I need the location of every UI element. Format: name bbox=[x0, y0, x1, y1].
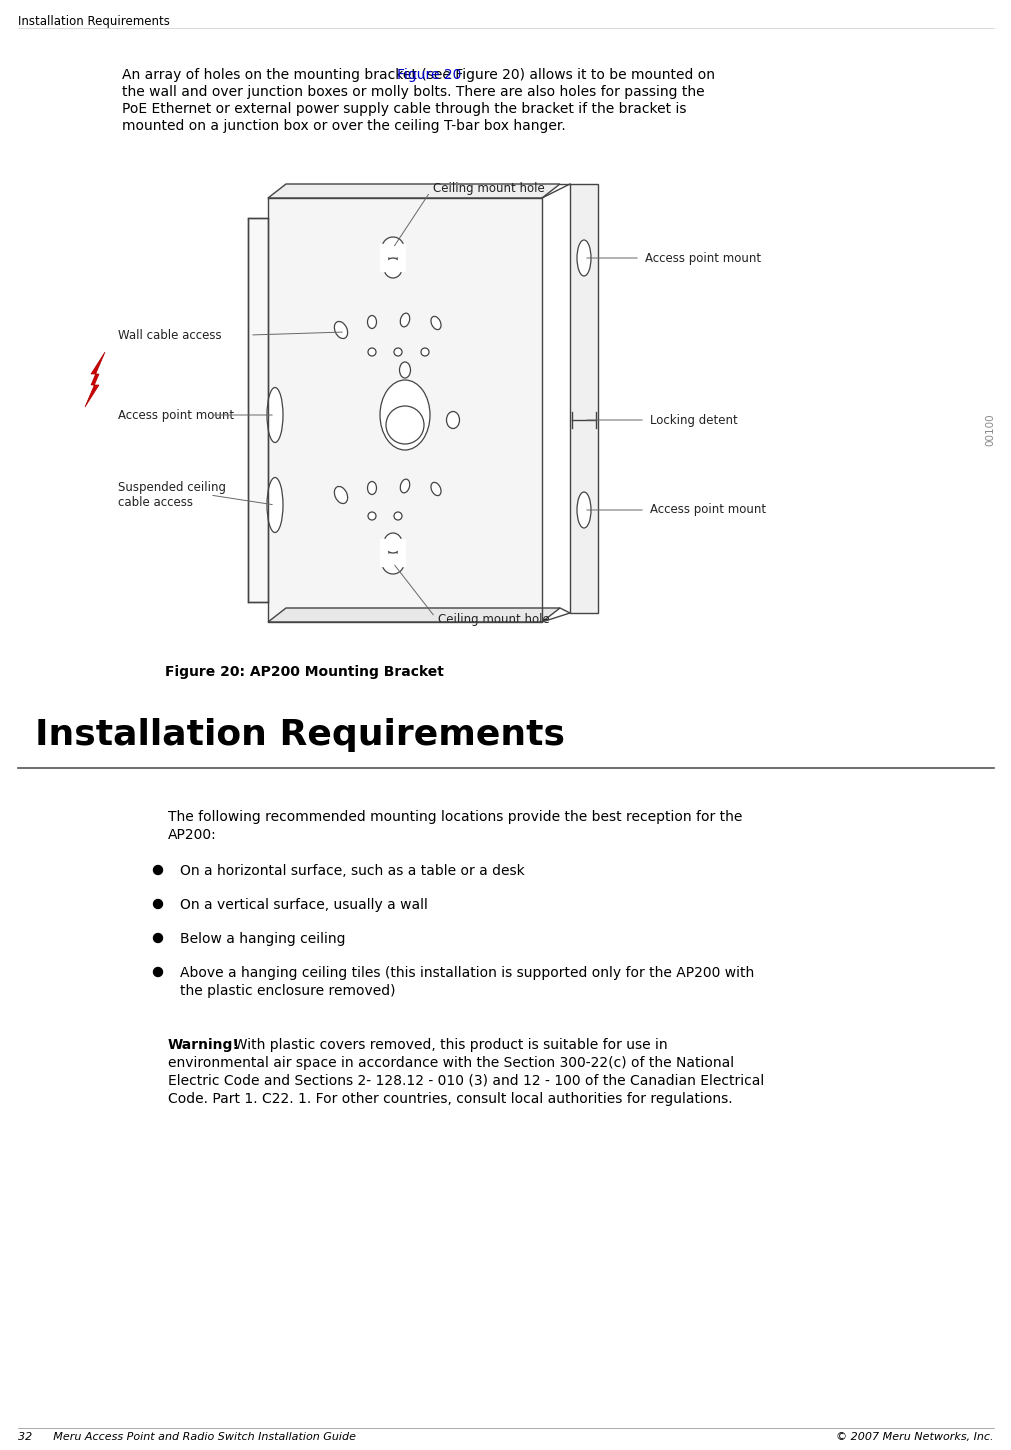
Ellipse shape bbox=[367, 481, 376, 494]
Text: Ceiling mount hole: Ceiling mount hole bbox=[433, 181, 544, 194]
Ellipse shape bbox=[368, 348, 376, 357]
Ellipse shape bbox=[393, 512, 401, 521]
Circle shape bbox=[154, 934, 163, 943]
Text: On a vertical surface, usually a wall: On a vertical surface, usually a wall bbox=[180, 898, 428, 912]
Text: Wall cable access: Wall cable access bbox=[118, 329, 221, 342]
Text: Below a hanging ceiling: Below a hanging ceiling bbox=[180, 932, 345, 945]
Ellipse shape bbox=[431, 316, 441, 329]
Text: Locking detent: Locking detent bbox=[649, 413, 737, 426]
Text: AP200:: AP200: bbox=[168, 828, 216, 842]
Ellipse shape bbox=[446, 412, 459, 429]
Ellipse shape bbox=[399, 362, 410, 378]
Text: Figure 20: AP200 Mounting Bracket: Figure 20: AP200 Mounting Bracket bbox=[165, 666, 444, 679]
Text: With plastic covers removed, this product is suitable for use in: With plastic covers removed, this produc… bbox=[224, 1038, 667, 1053]
Polygon shape bbox=[569, 184, 598, 613]
Ellipse shape bbox=[379, 380, 430, 450]
Text: cable access: cable access bbox=[118, 496, 193, 509]
Ellipse shape bbox=[431, 483, 441, 496]
Text: An array of holes on the mounting bracket (see Figure 20) allows it to be mounte: An array of holes on the mounting bracke… bbox=[122, 68, 715, 83]
Text: the plastic enclosure removed): the plastic enclosure removed) bbox=[180, 985, 395, 998]
Text: Access point mount: Access point mount bbox=[644, 251, 760, 264]
Text: Figure 20: Figure 20 bbox=[396, 68, 461, 83]
Ellipse shape bbox=[383, 534, 401, 552]
Circle shape bbox=[154, 866, 163, 874]
Ellipse shape bbox=[421, 348, 429, 357]
Text: Warning!: Warning! bbox=[168, 1038, 240, 1053]
Ellipse shape bbox=[367, 316, 376, 329]
Text: 32      Meru Access Point and Radio Switch Installation Guide: 32 Meru Access Point and Radio Switch In… bbox=[18, 1433, 356, 1441]
Ellipse shape bbox=[267, 477, 283, 532]
Circle shape bbox=[154, 899, 163, 909]
Polygon shape bbox=[268, 199, 542, 622]
Text: the wall and over junction boxes or molly bolts. There are also holes for passin: the wall and over junction boxes or moll… bbox=[122, 86, 704, 99]
Ellipse shape bbox=[368, 512, 376, 521]
Ellipse shape bbox=[383, 258, 401, 278]
Ellipse shape bbox=[381, 236, 403, 260]
Text: Ceiling mount hole: Ceiling mount hole bbox=[438, 613, 549, 626]
Ellipse shape bbox=[576, 492, 590, 528]
Text: Access point mount: Access point mount bbox=[118, 409, 234, 422]
Text: © 2007 Meru Networks, Inc.: © 2007 Meru Networks, Inc. bbox=[836, 1433, 993, 1441]
Ellipse shape bbox=[381, 552, 403, 574]
Ellipse shape bbox=[393, 348, 401, 357]
Ellipse shape bbox=[385, 406, 424, 444]
Ellipse shape bbox=[267, 387, 283, 442]
Polygon shape bbox=[268, 608, 559, 622]
Text: Above a hanging ceiling tiles (this installation is supported only for the AP200: Above a hanging ceiling tiles (this inst… bbox=[180, 966, 753, 980]
Text: Suspended ceiling: Suspended ceiling bbox=[118, 481, 225, 494]
Polygon shape bbox=[268, 184, 559, 199]
Circle shape bbox=[154, 967, 163, 976]
Text: Installation Requirements: Installation Requirements bbox=[18, 14, 170, 28]
Ellipse shape bbox=[576, 241, 590, 276]
Ellipse shape bbox=[400, 313, 409, 326]
Ellipse shape bbox=[400, 478, 409, 493]
Text: Installation Requirements: Installation Requirements bbox=[35, 718, 564, 753]
Text: mounted on a junction box or over the ceiling T-bar box hanger.: mounted on a junction box or over the ce… bbox=[122, 119, 565, 133]
Text: 00100: 00100 bbox=[984, 413, 994, 447]
Polygon shape bbox=[248, 218, 268, 602]
Ellipse shape bbox=[334, 486, 348, 503]
Text: Access point mount: Access point mount bbox=[649, 503, 765, 516]
Text: On a horizontal surface, such as a table or a desk: On a horizontal surface, such as a table… bbox=[180, 864, 525, 879]
Text: Code. Part 1. C22. 1. For other countries, consult local authorities for regulat: Code. Part 1. C22. 1. For other countrie… bbox=[168, 1092, 732, 1106]
Polygon shape bbox=[85, 352, 105, 407]
Text: Electric Code and Sections 2- 128.12 - 010 (3) and 12 - 100 of the Canadian Elec: Electric Code and Sections 2- 128.12 - 0… bbox=[168, 1074, 763, 1088]
Text: The following recommended mounting locations provide the best reception for the: The following recommended mounting locat… bbox=[168, 811, 742, 824]
Text: environmental air space in accordance with the Section 300-22(c) of the National: environmental air space in accordance wi… bbox=[168, 1056, 733, 1070]
Text: PoE Ethernet or external power supply cable through the bracket if the bracket i: PoE Ethernet or external power supply ca… bbox=[122, 102, 685, 116]
Ellipse shape bbox=[334, 322, 348, 338]
